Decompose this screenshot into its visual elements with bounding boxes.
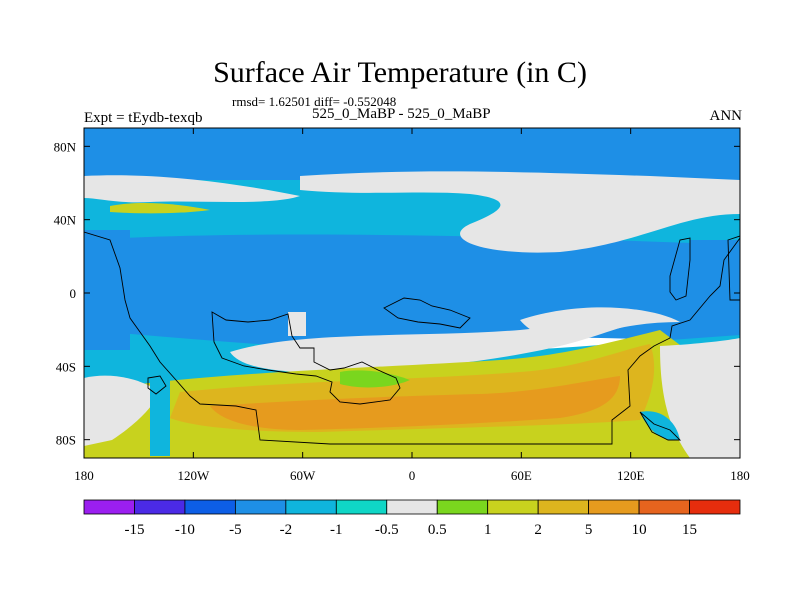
colorbar-box-11 [638,499,690,515]
stats-subtitle: rmsd= 1.62501 diff= -0.552048 [232,94,397,109]
region-neutral-north-1 [84,175,300,203]
region-warm-light-south [340,370,410,388]
axes: 180 120W 60W 0 60E 120E 180 80N 40N 0 40S 80S [54,128,750,483]
colorbar-label-10: 10 [632,522,647,538]
region-neutral-s-hook [520,307,680,340]
x-tick-label-1: 120W [177,468,210,483]
coastline-1 [84,231,740,445]
colorbar-label-3: -2 [280,522,293,538]
colorbar-box-3 [234,499,287,515]
experiment-label: Expt = tEydb-texqb [84,110,203,126]
x-tick-label-0: 180 [74,468,94,483]
colorbar-box-6 [386,499,438,515]
colorbar-box-2 [184,499,236,515]
region-warm-north-strip [110,203,210,214]
coastline-7 [147,375,167,395]
colorbar-label-5: -0.5 [375,522,399,538]
colorbar: -15 -10 -5 -2 -1 -0.5 0.5 1 2 5 10 15 [83,499,741,538]
region-neutral-sw-corner [84,375,160,446]
colorbar-label-6: 0.5 [428,522,447,538]
coastline-6 [639,411,682,441]
coastline-5 [727,235,740,301]
colorbar-box-0 [83,499,135,515]
region-cool-west-coast [84,230,130,350]
colorbar-label-7: 1 [484,522,492,538]
colorbar-box-5 [335,499,388,515]
region-cool-light-sw [150,380,170,456]
y-tick-label-2: 0 [70,286,77,301]
temperature-field [84,128,740,458]
colorbar-label-9: 5 [585,522,593,538]
region-hot-core [210,376,620,430]
x-tick-label-3: 0 [409,468,416,483]
region-neutral-north-2 [300,171,740,253]
colorbar-label-8: 2 [534,522,542,538]
colorbar-box-1 [134,499,186,515]
region-neutral-arctic-patch [450,173,640,191]
season-label: ANN [709,108,743,124]
colorbar-label-0: -15 [124,522,144,538]
region-neutral-white-box [288,312,306,336]
y-tick-label-0: 80N [54,139,77,154]
coastline-3 [383,297,471,329]
chart-title: Surface Air Temperature (in C) [213,56,587,89]
x-tick-label-6: 180 [730,468,750,483]
colorbar-box-9 [537,499,590,515]
y-tick-label-4: 80S [56,433,76,448]
y-tick-label-1: 40N [54,213,77,228]
colorbar-box-8 [487,499,539,515]
region-neutral-se-corner [660,338,740,458]
x-tick-label-4: 60E [511,468,532,483]
y-tick-label-3: 40S [56,359,76,374]
coastline-4 [669,237,691,301]
case-label: 525_0_MaBP - 525_0_MaBP [312,106,491,122]
colorbar-label-4: -1 [330,522,343,538]
region-cool-light-se [640,411,680,441]
x-tick-label-2: 60W [290,468,316,483]
colorbar-label-11: 15 [682,522,697,538]
colorbar-label-2: -5 [229,522,242,538]
colorbar-label-1: -10 [175,522,195,538]
colorbar-box-4 [285,499,337,515]
colorbar-box-12 [689,499,741,515]
colorbar-box-10 [588,499,640,515]
x-tick-label-5: 120E [617,468,645,483]
colorbar-box-7 [436,499,489,515]
coastline-2 [211,311,401,405]
